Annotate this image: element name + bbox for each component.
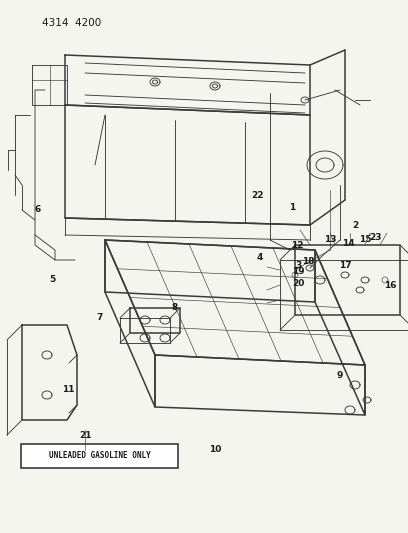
Text: 21: 21 — [79, 431, 91, 440]
Text: UNLEADED GASOLINE ONLY: UNLEADED GASOLINE ONLY — [49, 451, 151, 461]
Text: 17: 17 — [339, 261, 351, 270]
Text: 11: 11 — [62, 385, 74, 394]
Text: 3: 3 — [295, 261, 301, 270]
Text: 20: 20 — [292, 279, 304, 287]
Text: 15: 15 — [359, 236, 371, 245]
Text: 19: 19 — [292, 268, 304, 277]
Text: 4: 4 — [257, 254, 263, 262]
Text: 8: 8 — [172, 303, 178, 312]
Text: 22: 22 — [252, 190, 264, 199]
Text: 2: 2 — [352, 221, 358, 230]
Text: 9: 9 — [337, 370, 343, 379]
Text: 16: 16 — [384, 280, 396, 289]
Text: 23: 23 — [369, 233, 381, 243]
Text: 7: 7 — [97, 313, 103, 322]
Text: 12: 12 — [291, 240, 303, 249]
Text: 13: 13 — [324, 236, 336, 245]
Text: 14: 14 — [341, 238, 354, 247]
Text: 18: 18 — [302, 257, 314, 266]
Text: 5: 5 — [49, 276, 55, 285]
Text: 10: 10 — [209, 446, 221, 455]
FancyBboxPatch shape — [21, 444, 178, 468]
Text: 6: 6 — [35, 206, 41, 214]
Text: 4314  4200: 4314 4200 — [42, 18, 101, 28]
Text: 1: 1 — [289, 204, 295, 213]
